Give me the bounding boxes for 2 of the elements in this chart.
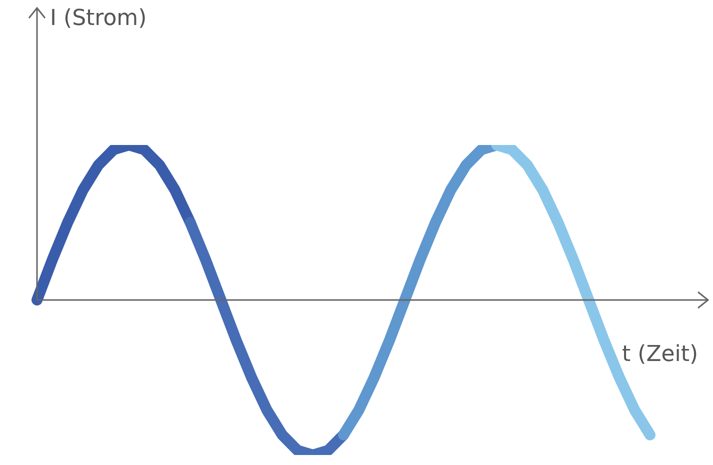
text: I (Strom) xyxy=(50,6,147,31)
x-axis-title: t (Zeit) xyxy=(622,342,698,367)
